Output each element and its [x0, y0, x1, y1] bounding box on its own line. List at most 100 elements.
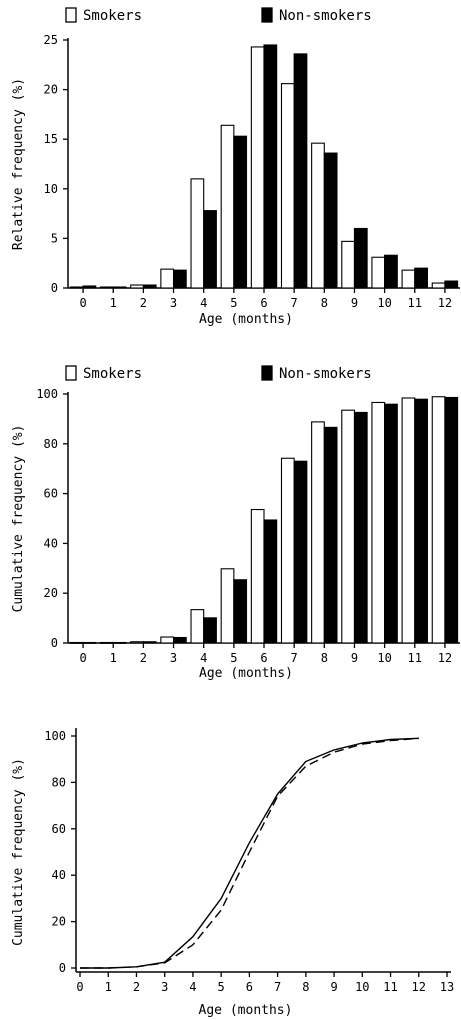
bar-non-smokers — [233, 135, 248, 289]
bar-non-smokers — [263, 44, 278, 289]
y-tick-label: 5 — [51, 231, 58, 245]
x-tick-label: 9 — [351, 651, 358, 665]
x-tick-label: 11 — [383, 980, 397, 994]
bar-non-smokers — [293, 460, 308, 644]
y-axis-label: Relative frequency (%) — [11, 78, 26, 250]
bar-non-smokers — [142, 284, 157, 289]
x-tick-label: 8 — [321, 296, 328, 310]
x-tick-label: 4 — [200, 296, 207, 310]
y-tick-label: 0 — [51, 281, 58, 295]
bar-smokers — [220, 568, 235, 644]
y-tick-label: 60 — [44, 487, 58, 501]
x-tick-label: 0 — [79, 296, 86, 310]
x-tick-label: 8 — [321, 651, 328, 665]
bar-non-smokers — [384, 403, 398, 644]
x-tick-label: 9 — [330, 980, 337, 994]
bar-smokers — [190, 178, 205, 289]
x-tick-label: 2 — [133, 980, 140, 994]
bar-non-smokers — [203, 210, 217, 289]
legend-label-non-smokers: Non-smokers — [279, 8, 372, 24]
bar-non-smokers — [172, 636, 187, 644]
bar-smokers — [160, 268, 175, 289]
bar-smokers — [100, 641, 114, 644]
x-tick-label: 10 — [377, 296, 391, 310]
x-tick-label: 9 — [351, 296, 358, 310]
bar-smokers — [69, 286, 84, 289]
x-tick-label: 4 — [200, 651, 207, 665]
bar-smokers — [401, 397, 416, 644]
legend-swatch-smokers — [65, 365, 77, 381]
y-tick-label: 60 — [52, 822, 66, 836]
legend-swatch-non-smokers — [261, 365, 273, 381]
bar-non-smokers — [444, 396, 459, 644]
legend-label-smokers: Smokers — [83, 366, 142, 382]
bar-non-smokers — [172, 269, 187, 289]
bar-non-smokers — [414, 267, 428, 289]
x-tick-label: 11 — [408, 651, 422, 665]
x-tick-label: 13 — [440, 980, 454, 994]
y-axis-label: Cumulative frequency (%) — [11, 425, 26, 613]
bar-smokers — [69, 641, 84, 644]
x-tick-label: 1 — [110, 651, 117, 665]
bar-non-smokers — [112, 641, 127, 644]
bar-non-smokers — [323, 426, 338, 644]
bar-non-smokers — [323, 152, 338, 289]
bar-smokers — [431, 282, 446, 289]
x-tick-label: 6 — [246, 980, 253, 994]
y-tick-label: 25 — [44, 33, 58, 47]
bar-non-smokers — [203, 617, 217, 644]
x-axis-label: Age (months) — [199, 666, 293, 681]
y-tick-label: 80 — [44, 437, 58, 451]
x-tick-label: 7 — [291, 296, 298, 310]
y-tick-label: 100 — [36, 387, 58, 401]
x-tick-label: 12 — [438, 651, 452, 665]
legend-label-non-smokers: Non-smokers — [279, 366, 372, 382]
bar-smokers — [160, 636, 175, 644]
bar-smokers — [341, 409, 356, 644]
x-tick-label: 5 — [230, 296, 237, 310]
bar-non-smokers — [444, 280, 459, 289]
bar-smokers — [280, 83, 295, 289]
bar-non-smokers — [384, 254, 398, 289]
bar-smokers — [371, 401, 386, 644]
y-tick-label: 20 — [44, 586, 58, 600]
bar-smokers — [190, 609, 205, 644]
x-tick-label: 0 — [76, 980, 83, 994]
x-tick-label: 12 — [412, 980, 426, 994]
legend-swatch-non-smokers — [261, 7, 273, 23]
y-tick-label: 40 — [52, 868, 66, 882]
y-tick-label: 0 — [59, 961, 66, 975]
bar-smokers — [130, 641, 144, 644]
bar-smokers — [250, 46, 265, 289]
y-tick-label: 40 — [44, 536, 58, 550]
bar-smokers — [220, 124, 235, 289]
x-axis-label: Age (months) — [199, 312, 293, 327]
x-tick-label: 3 — [170, 296, 177, 310]
x-tick-label: 0 — [79, 651, 86, 665]
y-tick-label: 20 — [44, 83, 58, 97]
x-tick-label: 1 — [105, 980, 112, 994]
x-tick-label: 4 — [189, 980, 196, 994]
bar-smokers — [401, 269, 416, 289]
bar-smokers — [371, 256, 386, 289]
x-tick-label: 6 — [260, 651, 267, 665]
y-tick-label: 80 — [52, 775, 66, 789]
x-tick-label: 7 — [274, 980, 281, 994]
x-tick-label: 5 — [230, 651, 237, 665]
bar-non-smokers — [414, 398, 428, 644]
series-line-dashed — [80, 737, 419, 969]
x-tick-label: 11 — [408, 296, 422, 310]
bar-non-smokers — [112, 286, 127, 289]
bar-smokers — [250, 508, 265, 644]
bar-non-smokers — [142, 641, 157, 644]
bar-smokers — [311, 421, 325, 644]
bar-non-smokers — [82, 641, 97, 644]
x-axis-label: Age (months) — [199, 1003, 293, 1018]
x-tick-label: 2 — [140, 296, 147, 310]
legend-swatch-smokers — [65, 7, 77, 23]
x-tick-label: 1 — [110, 296, 117, 310]
x-tick-label: 6 — [260, 296, 267, 310]
